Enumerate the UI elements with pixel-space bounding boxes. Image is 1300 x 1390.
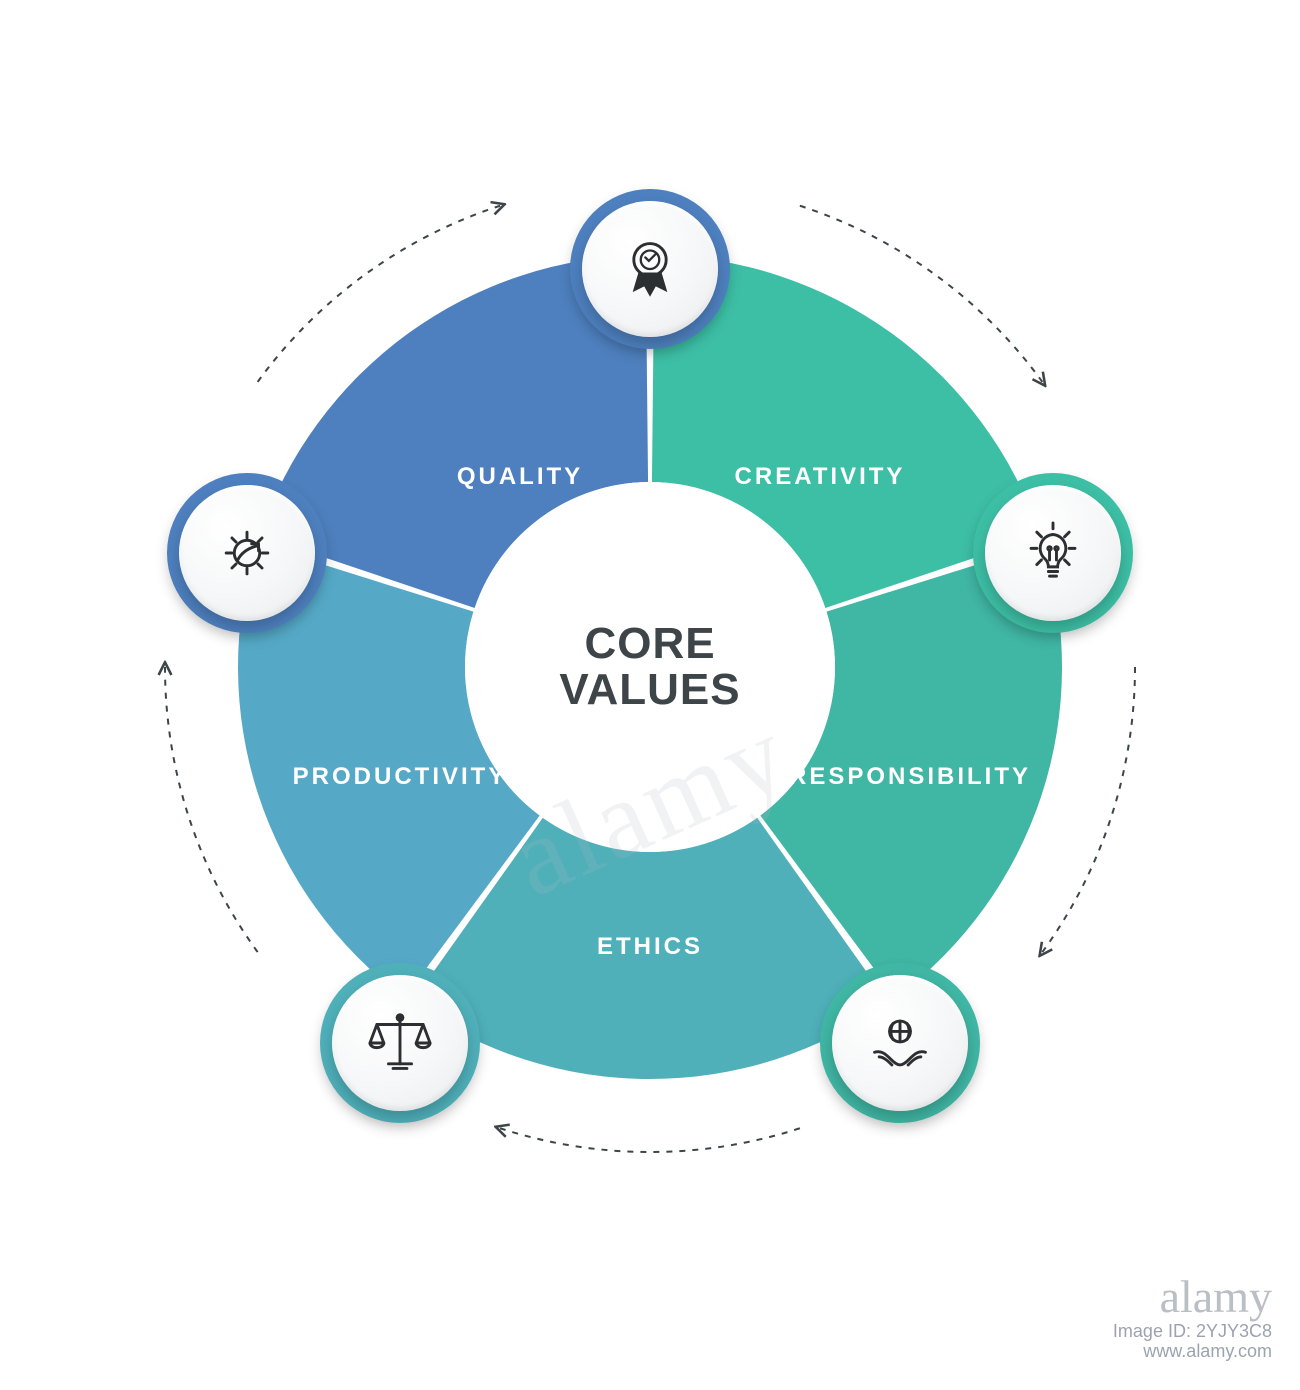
attribution-site: www.alamy.com bbox=[1113, 1342, 1272, 1362]
label-quality: QUALITY bbox=[457, 463, 583, 491]
attribution-brand: alamy bbox=[1160, 1271, 1272, 1322]
badge-quality bbox=[570, 189, 730, 349]
center-title: CORE VALUES bbox=[559, 621, 740, 713]
label-ethics: ETHICS bbox=[597, 933, 703, 961]
gear-growth-icon bbox=[210, 516, 284, 590]
label-productivity: PRODUCTIVITY bbox=[293, 763, 508, 791]
core-values-infographic: CORE VALUES QUALITY CREATIVITY RESPONSIB… bbox=[100, 117, 1200, 1217]
flow-arrow-3 bbox=[500, 1128, 800, 1152]
hands-globe-icon bbox=[863, 1006, 937, 1080]
award-icon bbox=[613, 232, 687, 306]
lightbulb-icon bbox=[1016, 516, 1090, 590]
attribution-id: Image ID: 2YJY3C8 bbox=[1113, 1322, 1272, 1342]
badge-responsibility bbox=[820, 963, 980, 1123]
badge-productivity bbox=[167, 473, 327, 633]
center-title-line2: VALUES bbox=[559, 667, 740, 713]
badge-ethics bbox=[320, 963, 480, 1123]
center-title-line1: CORE bbox=[559, 621, 740, 667]
attribution: alamy Image ID: 2YJY3C8 www.alamy.com bbox=[1113, 1272, 1272, 1362]
scales-icon bbox=[363, 1006, 437, 1080]
label-creativity: CREATIVITY bbox=[735, 463, 906, 491]
badge-creativity bbox=[973, 473, 1133, 633]
label-responsibility: RESPONSIBILITY bbox=[789, 763, 1031, 791]
